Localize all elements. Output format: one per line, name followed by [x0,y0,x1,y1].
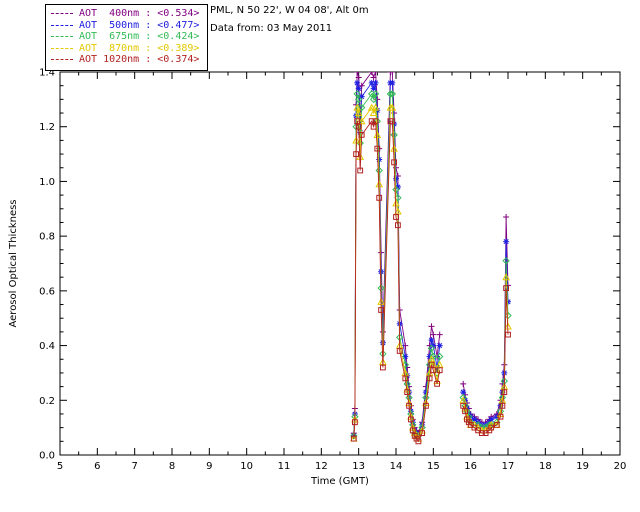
x-tick-label: 17 [502,461,515,472]
legend-line-swatch [51,13,73,15]
y-tick-label: 1.0 [39,177,55,188]
legend-entry: AOT 675nm : <0.424> [51,31,199,43]
y-tick-label: 0.8 [39,232,55,243]
legend-entry-label: AOT 500nm : <0.477> [79,19,200,31]
y-tick-label: 0.0 [39,451,55,462]
series-markers [349,103,512,442]
x-tick-label: 12 [315,461,328,472]
series-aot-870nm [349,103,512,442]
y-axis-label: Aerosol Optical Thickness [8,199,19,327]
legend-line-swatch [51,36,73,38]
x-axis-label: Time (GMT) [310,476,369,487]
legend-entry: AOT 500nm : <0.477> [51,20,199,32]
x-tick-label: 7 [131,461,137,472]
y-tick-label: 1.4 [39,68,55,79]
x-tick-label: 6 [94,461,100,472]
legend-line-swatch [51,47,73,49]
series-aot-500nm [350,79,511,439]
plot-header: PML, N 50 22', W 04 08', Alt 0m Data fro… [210,5,369,34]
series-line [353,106,509,440]
legend-line-swatch [51,59,73,61]
axes-ticks [59,71,621,456]
x-tick-label: 5 [57,461,63,472]
x-tick-label: 8 [169,461,175,472]
station-info: PML, N 50 22', W 04 08', Alt 0m [210,5,369,16]
x-tick-label: 14 [390,461,403,472]
series-markers [350,79,511,439]
x-tick-label: 15 [427,461,440,472]
y-tick-label: 0.6 [39,286,55,297]
y-tick-label: 0.2 [39,396,55,407]
legend-line-swatch [51,24,73,26]
x-tick-label: 10 [240,461,253,472]
series-aot-1020nm [350,118,511,445]
y-tick-label: 1.2 [39,122,55,133]
legend-entry-label: AOT 400nm : <0.534> [79,8,200,19]
legend-entry: AOT 870nm : <0.389> [51,43,199,55]
x-tick-label: 19 [576,461,589,472]
x-tick-label: 16 [464,461,477,472]
data-date: Data from: 03 May 2011 [210,23,333,34]
series-aot-675nm [350,90,512,440]
x-tick-label: 18 [539,461,552,472]
plot-frame [59,71,621,456]
legend-entry-label: AOT 870nm : <0.389> [79,42,200,54]
legend-entry: AOT 400nm : <0.534> [51,8,199,20]
x-tick-label: 9 [206,461,212,472]
series-markers [350,118,511,445]
legend-entry-label: AOT 675nm : <0.424> [79,31,200,42]
legend-entry: AOT 1020nm : <0.374> [51,54,199,66]
x-tick-label: 13 [352,461,365,472]
series-markers [350,90,512,440]
x-tick-label: 20 [614,461,627,472]
x-tick-label: 11 [278,461,291,472]
y-tick-label: 0.4 [39,341,55,352]
legend-entry-label: AOT 1020nm : <0.374> [79,54,200,65]
series-line [353,120,509,443]
axis-tick-labels: 5 6 7 8 9 10 11 12 13 14 15 16 17 18 19 20 0.0 0.2 0.4 0.6 0… [8,68,626,488]
chart-legend: AOT 400nm : <0.534> AOT 500nm : <0.477> AO… [45,4,209,71]
